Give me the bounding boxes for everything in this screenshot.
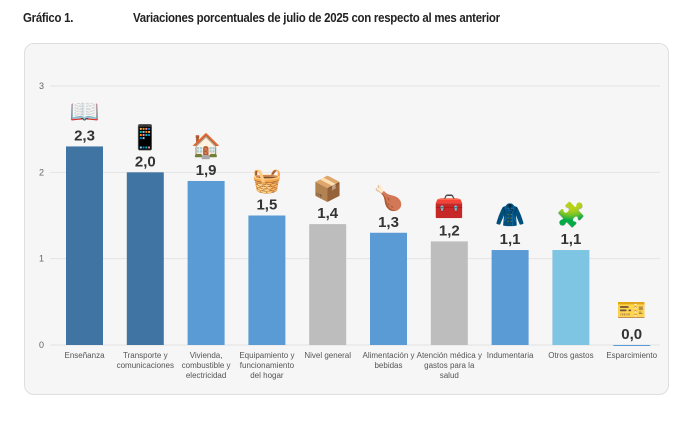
y-tick-label: 1 (39, 254, 44, 264)
category-label: gastos para la (424, 361, 475, 370)
medical-kit-icon: 🧰 (434, 193, 464, 220)
value-label: 1,3 (378, 214, 399, 231)
value-labels: 2,3 2,0 1,9 1,5 1,4 1,3 1,2 1,1 1,1 0,0 (74, 127, 642, 343)
bar (430, 241, 468, 345)
bar (309, 224, 347, 345)
category-label: Otros gastos (548, 351, 593, 360)
bar (491, 250, 529, 345)
category-label: Equipamiento y (239, 351, 294, 360)
bar (370, 232, 407, 345)
category-label: Alimentación y (362, 351, 414, 360)
category-label: Transporte y (123, 351, 168, 360)
bar (613, 345, 651, 346)
category-label: bebidas (374, 361, 402, 370)
value-label: 0,0 (621, 326, 642, 343)
category-label: Vivienda, (190, 351, 223, 360)
category-label: Enseñanza (64, 351, 105, 360)
value-label: 1,9 (196, 162, 217, 179)
chart-title: Variaciones porcentuales de julio de 202… (133, 10, 500, 25)
bar (187, 180, 225, 345)
house-bulb-icon: 🏠 (191, 133, 221, 160)
bar (552, 250, 590, 345)
washing-machine-icon: 🧺 (252, 168, 282, 195)
book-pencil-icon: 📖 (70, 98, 100, 125)
y-tick-label: 0 (39, 340, 44, 350)
value-label: 1,2 (439, 222, 460, 239)
category-label: electricidad (186, 371, 226, 380)
bars (66, 146, 651, 346)
category-label: funcionamiento (240, 361, 295, 370)
value-label: 2,3 (74, 127, 95, 144)
figure-label: Gráfico 1. (23, 10, 74, 25)
box-goods-icon: 📦 (313, 175, 343, 203)
value-label: 2,0 (135, 153, 156, 170)
category-label: comunicaciones (117, 361, 174, 370)
value-label: 1,4 (317, 205, 339, 222)
category-label: del hogar (250, 371, 284, 380)
bus-phone-icon: 📱 (130, 123, 160, 151)
food-drink-icon: 🍗 (374, 184, 404, 212)
bar (126, 172, 164, 345)
y-tick-label: 3 (39, 81, 44, 91)
category-label: salud (440, 371, 459, 380)
music-ticket-icon: 🎫 (617, 297, 647, 324)
value-label: 1,5 (256, 197, 277, 214)
category-label: Nivel general (304, 351, 351, 360)
bar (66, 146, 103, 345)
category-label: combustible y (182, 361, 231, 370)
category-icons: 📖 📱 🏠 🧺 📦 🍗 🧰 🧥 🧩 🎫 (70, 98, 647, 324)
y-tick-label: 2 (39, 167, 44, 177)
value-label: 1,1 (500, 231, 521, 248)
bar (248, 215, 286, 345)
category-label: Indumentaria (487, 351, 534, 360)
category-label: Atención médica y (417, 351, 482, 360)
puzzle-money-icon: 🧩 (556, 201, 586, 229)
value-label: 1,1 (560, 231, 581, 248)
clothes-shoe-icon: 🧥 (495, 202, 525, 229)
y-axis-ticks: 0 1 2 3 (39, 81, 44, 350)
category-label: Esparcimiento (606, 351, 657, 360)
